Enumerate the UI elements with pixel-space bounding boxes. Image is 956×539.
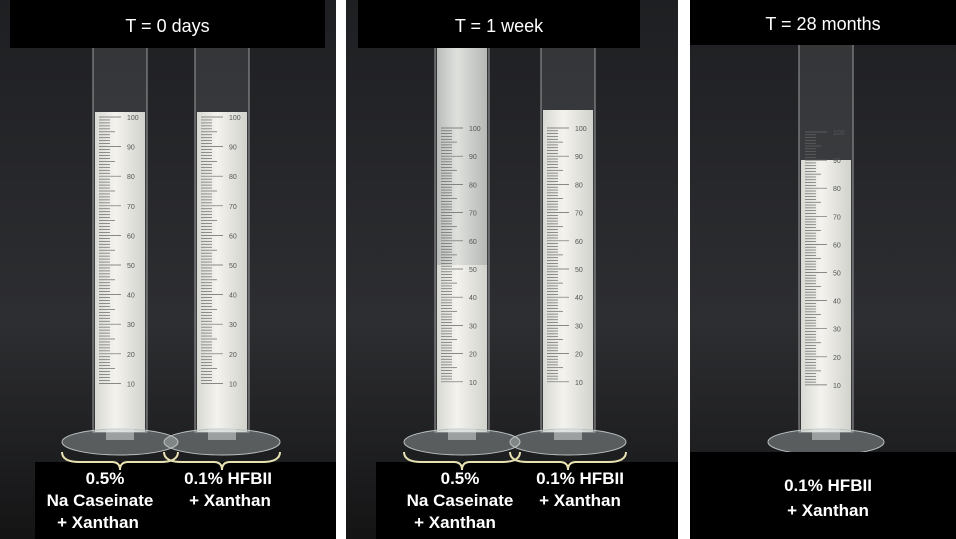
graduation-label: 60: [575, 239, 583, 246]
liquid-cream: [543, 110, 593, 432]
cylinder-foot: [208, 428, 236, 440]
graduation-label: 90: [833, 158, 841, 165]
graduation-label: 100: [229, 115, 241, 122]
graduation-label: 20: [833, 355, 841, 362]
graduation-label: 50: [833, 271, 841, 278]
graduation-label: 10: [229, 381, 237, 388]
graduation-label: 100: [127, 115, 139, 122]
graduation-label: 40: [575, 295, 583, 302]
graduation-label: 100: [575, 126, 587, 133]
graduation-label: 80: [469, 182, 477, 189]
graduation-label: 20: [229, 352, 237, 359]
graduation-label: 40: [469, 295, 477, 302]
graduation-label: 30: [575, 323, 583, 330]
graduation-label: 60: [833, 242, 841, 249]
graduation-label: 10: [127, 381, 135, 388]
graduation-label: 30: [229, 322, 237, 329]
graduation-label: 90: [229, 145, 237, 152]
graduation-label: 60: [469, 239, 477, 246]
graduation-label: 60: [127, 233, 135, 240]
cylinder-foot: [554, 428, 582, 440]
graduation-label: 70: [833, 214, 841, 221]
graduation-label: 50: [127, 263, 135, 270]
graduation-label: 40: [833, 299, 841, 306]
sample-label: + Xanthan: [414, 513, 496, 532]
graduation-label: 40: [229, 293, 237, 300]
graduation-label: 50: [575, 267, 583, 274]
graduation-label: 60: [229, 233, 237, 240]
panel-title: T = 0 days: [125, 16, 209, 36]
cylinder-foot: [106, 428, 134, 440]
graduation-label: 80: [229, 174, 237, 181]
graduation-label: 10: [833, 383, 841, 390]
liquid-cream: [95, 112, 145, 432]
sample-label: + Xanthan: [787, 501, 869, 520]
sample-label: 0.5%: [441, 469, 480, 488]
sample-label: 0.5%: [86, 469, 125, 488]
sample-label: Na Caseinate: [407, 491, 514, 510]
graduation-label: 40: [127, 293, 135, 300]
panel-title: T = 1 week: [455, 16, 544, 36]
graduation-label: 20: [575, 352, 583, 359]
sample-label: + Xanthan: [539, 491, 621, 510]
figure: 100 90 80 70 60 50 40 30 20 10 100 90 80 70 60 50 40 30 20…: [0, 0, 956, 539]
graduation-label: 50: [469, 267, 477, 274]
sample-label: + Xanthan: [189, 491, 271, 510]
liquid-clear: [437, 40, 487, 265]
liquid-cream: [197, 112, 247, 432]
graduation-label: 30: [127, 322, 135, 329]
panel-title: T = 28 months: [765, 14, 880, 34]
graduation-label: 80: [575, 182, 583, 189]
sample-label: + Xanthan: [57, 513, 139, 532]
sample-label: 0.1% HFBII: [784, 476, 872, 495]
sample-label: Na Caseinate: [47, 491, 154, 510]
graduation-label: 80: [127, 174, 135, 181]
graduation-label: 10: [469, 380, 477, 387]
graduation-label: 30: [833, 327, 841, 334]
graduation-label: 90: [469, 154, 477, 161]
sample-label: 0.1% HFBII: [184, 469, 272, 488]
graduation-label: 20: [127, 352, 135, 359]
graduation-label: 30: [469, 323, 477, 330]
graduation-label: 70: [229, 204, 237, 211]
graduation-label: 50: [229, 263, 237, 270]
label-background: [690, 452, 956, 539]
liquid-cream: [437, 265, 487, 432]
cylinder-foot: [448, 428, 476, 440]
graduation-label: 70: [469, 211, 477, 218]
graduation-label: 80: [833, 186, 841, 193]
cylinder-foot: [812, 428, 840, 440]
graduation-label: 100: [469, 126, 481, 133]
sample-label: 0.1% HFBII: [536, 469, 624, 488]
graduation-label: 20: [469, 352, 477, 359]
liquid-cream: [801, 160, 851, 432]
graduation-label: 90: [127, 145, 135, 152]
graduation-label: 70: [575, 211, 583, 218]
graduation-label: 10: [575, 380, 583, 387]
graduation-label: 100: [833, 130, 845, 137]
graduation-label: 90: [575, 154, 583, 161]
graduation-label: 70: [127, 204, 135, 211]
